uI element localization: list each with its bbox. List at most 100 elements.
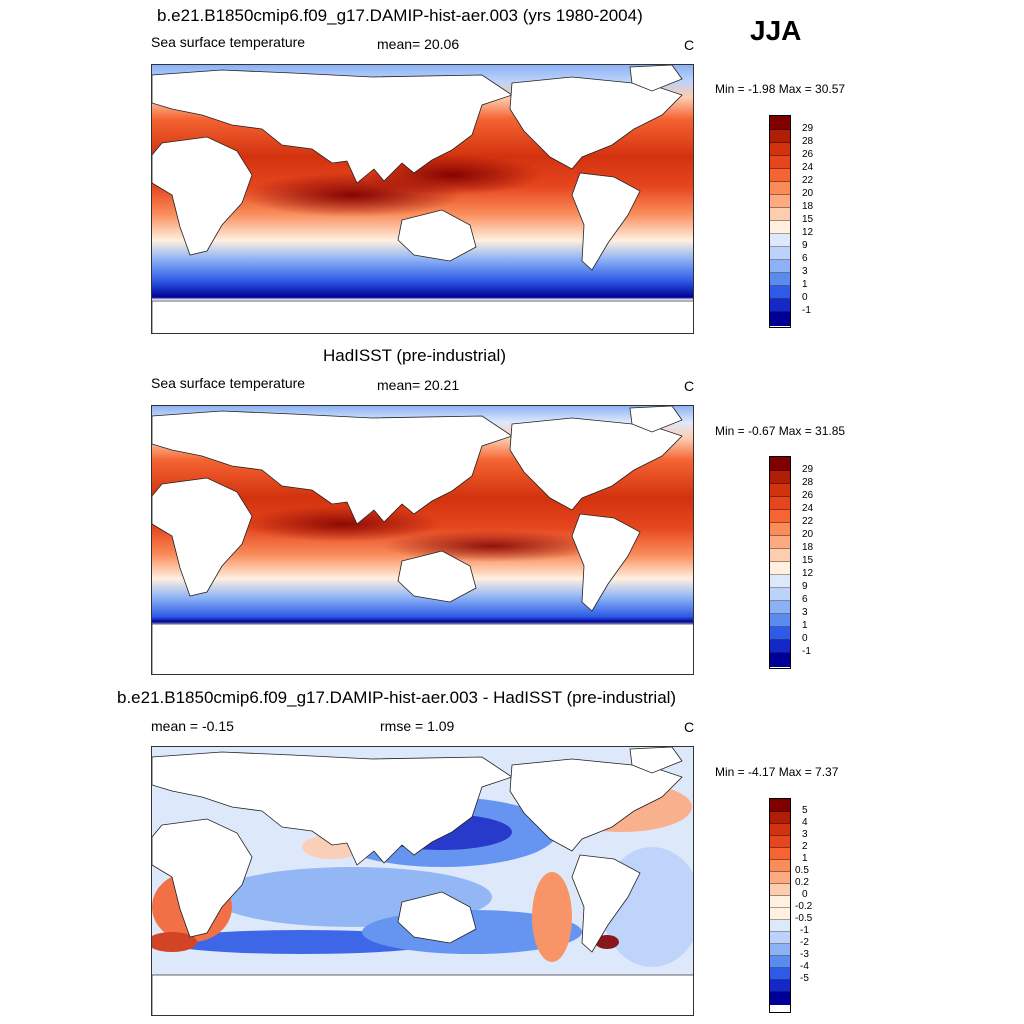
colorbar-swatch <box>770 848 790 860</box>
colorbar-tick-label: 9 <box>802 240 808 251</box>
colorbar-tick-label: 22 <box>802 516 814 527</box>
panel1-map <box>151 64 694 334</box>
colorbar-swatch <box>770 944 790 956</box>
colorbar-tick-label: -5 <box>800 973 809 984</box>
colorbar-swatch <box>770 653 790 667</box>
season-label: JJA <box>750 15 802 46</box>
colorbar-swatch <box>770 640 790 653</box>
colorbar-swatch <box>770 299 790 312</box>
colorbar-swatch <box>770 182 790 195</box>
panel3-rmse: rmse = 1.09 <box>380 718 455 734</box>
panel2-unit: C <box>684 378 695 394</box>
colorbar-tick-label: -2 <box>800 937 809 948</box>
colorbar-swatch <box>770 627 790 640</box>
colorbar-swatch <box>770 484 790 497</box>
colorbar-swatch <box>770 884 790 896</box>
colorbar-swatch <box>770 471 790 484</box>
colorbar-tick-label: 3 <box>802 607 808 618</box>
panel3-map <box>151 746 694 1016</box>
colorbar-swatch <box>770 195 790 208</box>
colorbar-tick-label: 24 <box>802 503 814 514</box>
colorbar-swatch <box>770 968 790 980</box>
colorbar-tick-label: 18 <box>802 542 814 553</box>
colorbar-swatch <box>770 872 790 884</box>
colorbar-tick-label: 22 <box>802 175 814 186</box>
colorbar-tick-label: 29 <box>802 123 814 134</box>
colorbar-tick-label: 26 <box>802 149 814 160</box>
colorbar-tick-label: 0 <box>802 633 808 644</box>
panel3-colorbar <box>769 798 791 1013</box>
colorbar-swatch <box>770 601 790 614</box>
colorbar-tick-label: 3 <box>802 829 808 840</box>
colorbar-swatch <box>770 588 790 601</box>
colorbar-tick-label: 0 <box>802 889 808 900</box>
colorbar-tick-label: 20 <box>802 529 814 540</box>
panel2-map <box>151 405 694 675</box>
colorbar-swatch <box>770 130 790 143</box>
panel2-colorbar <box>769 456 791 669</box>
panel3-mean: mean = -0.15 <box>151 718 234 734</box>
colorbar-swatch <box>770 286 790 299</box>
colorbar-swatch <box>770 896 790 908</box>
colorbar-tick-label: -0.5 <box>795 913 813 924</box>
colorbar-tick-label: 24 <box>802 162 814 173</box>
colorbar-tick-label: 28 <box>802 477 814 488</box>
colorbar-tick-label: 20 <box>802 188 814 199</box>
panel2-field-label: Sea surface temperature <box>151 375 306 391</box>
colorbar-swatch <box>770 143 790 156</box>
panel1-mean: mean= 20.06 <box>377 36 460 52</box>
colorbar-tick-label: 26 <box>802 490 814 501</box>
colorbar-tick-label: 5 <box>802 805 808 816</box>
colorbar-tick-label: -3 <box>800 949 809 960</box>
colorbar-swatch <box>770 992 790 1005</box>
colorbar-tick-label: 28 <box>802 136 814 147</box>
panel1-colorbar <box>769 115 791 328</box>
colorbar-tick-label: 29 <box>802 464 814 475</box>
panel1-minmax: Min = -1.98 Max = 30.57 <box>715 82 846 96</box>
colorbar-tick-label: -1 <box>802 305 811 316</box>
colorbar-swatch <box>770 824 790 836</box>
colorbar-swatch <box>770 908 790 920</box>
colorbar-swatch <box>770 836 790 848</box>
colorbar-swatch <box>770 932 790 944</box>
colorbar-swatch <box>770 536 790 549</box>
colorbar-swatch <box>770 247 790 260</box>
colorbar-swatch <box>770 208 790 221</box>
colorbar-tick-label: 15 <box>802 555 814 566</box>
colorbar-tick-label: 12 <box>802 568 814 579</box>
colorbar-tick-label: -4 <box>800 961 809 972</box>
colorbar-swatch <box>770 169 790 182</box>
colorbar-tick-label: 0 <box>802 292 808 303</box>
colorbar-tick-label: 2 <box>802 841 808 852</box>
panel2-mean: mean= 20.21 <box>377 377 460 393</box>
colorbar-swatch <box>770 920 790 932</box>
colorbar-tick-label: 15 <box>802 214 814 225</box>
colorbar-swatch <box>770 562 790 575</box>
colorbar-swatch <box>770 860 790 872</box>
panel1-title: b.e21.B1850cmip6.f09_g17.DAMIP-hist-aer.… <box>157 6 643 25</box>
panel3-title: b.e21.B1850cmip6.f09_g17.DAMIP-hist-aer.… <box>117 688 677 707</box>
colorbar-swatch <box>770 116 790 130</box>
panel1-field-label: Sea surface temperature <box>151 34 306 50</box>
colorbar-swatch <box>770 156 790 169</box>
colorbar-swatch <box>770 497 790 510</box>
colorbar-swatch <box>770 510 790 523</box>
colorbar-swatch <box>770 260 790 273</box>
colorbar-swatch <box>770 956 790 968</box>
panel3-minmax: Min = -4.17 Max = 7.37 <box>715 765 839 779</box>
panel2-title: HadISST (pre-industrial) <box>323 346 506 365</box>
colorbar-tick-label: 1 <box>802 853 808 864</box>
colorbar-tick-label: 6 <box>802 253 808 264</box>
colorbar-tick-label: 3 <box>802 266 808 277</box>
colorbar-swatch <box>770 234 790 247</box>
colorbar-tick-label: -1 <box>802 646 811 657</box>
colorbar-swatch <box>770 523 790 536</box>
colorbar-tick-label: -1 <box>800 925 809 936</box>
colorbar-swatch <box>770 812 790 824</box>
colorbar-tick-label: 4 <box>802 817 808 828</box>
colorbar-swatch <box>770 575 790 588</box>
colorbar-swatch <box>770 457 790 471</box>
panel2-minmax: Min = -0.67 Max = 31.85 <box>715 424 846 438</box>
colorbar-swatch <box>770 221 790 234</box>
